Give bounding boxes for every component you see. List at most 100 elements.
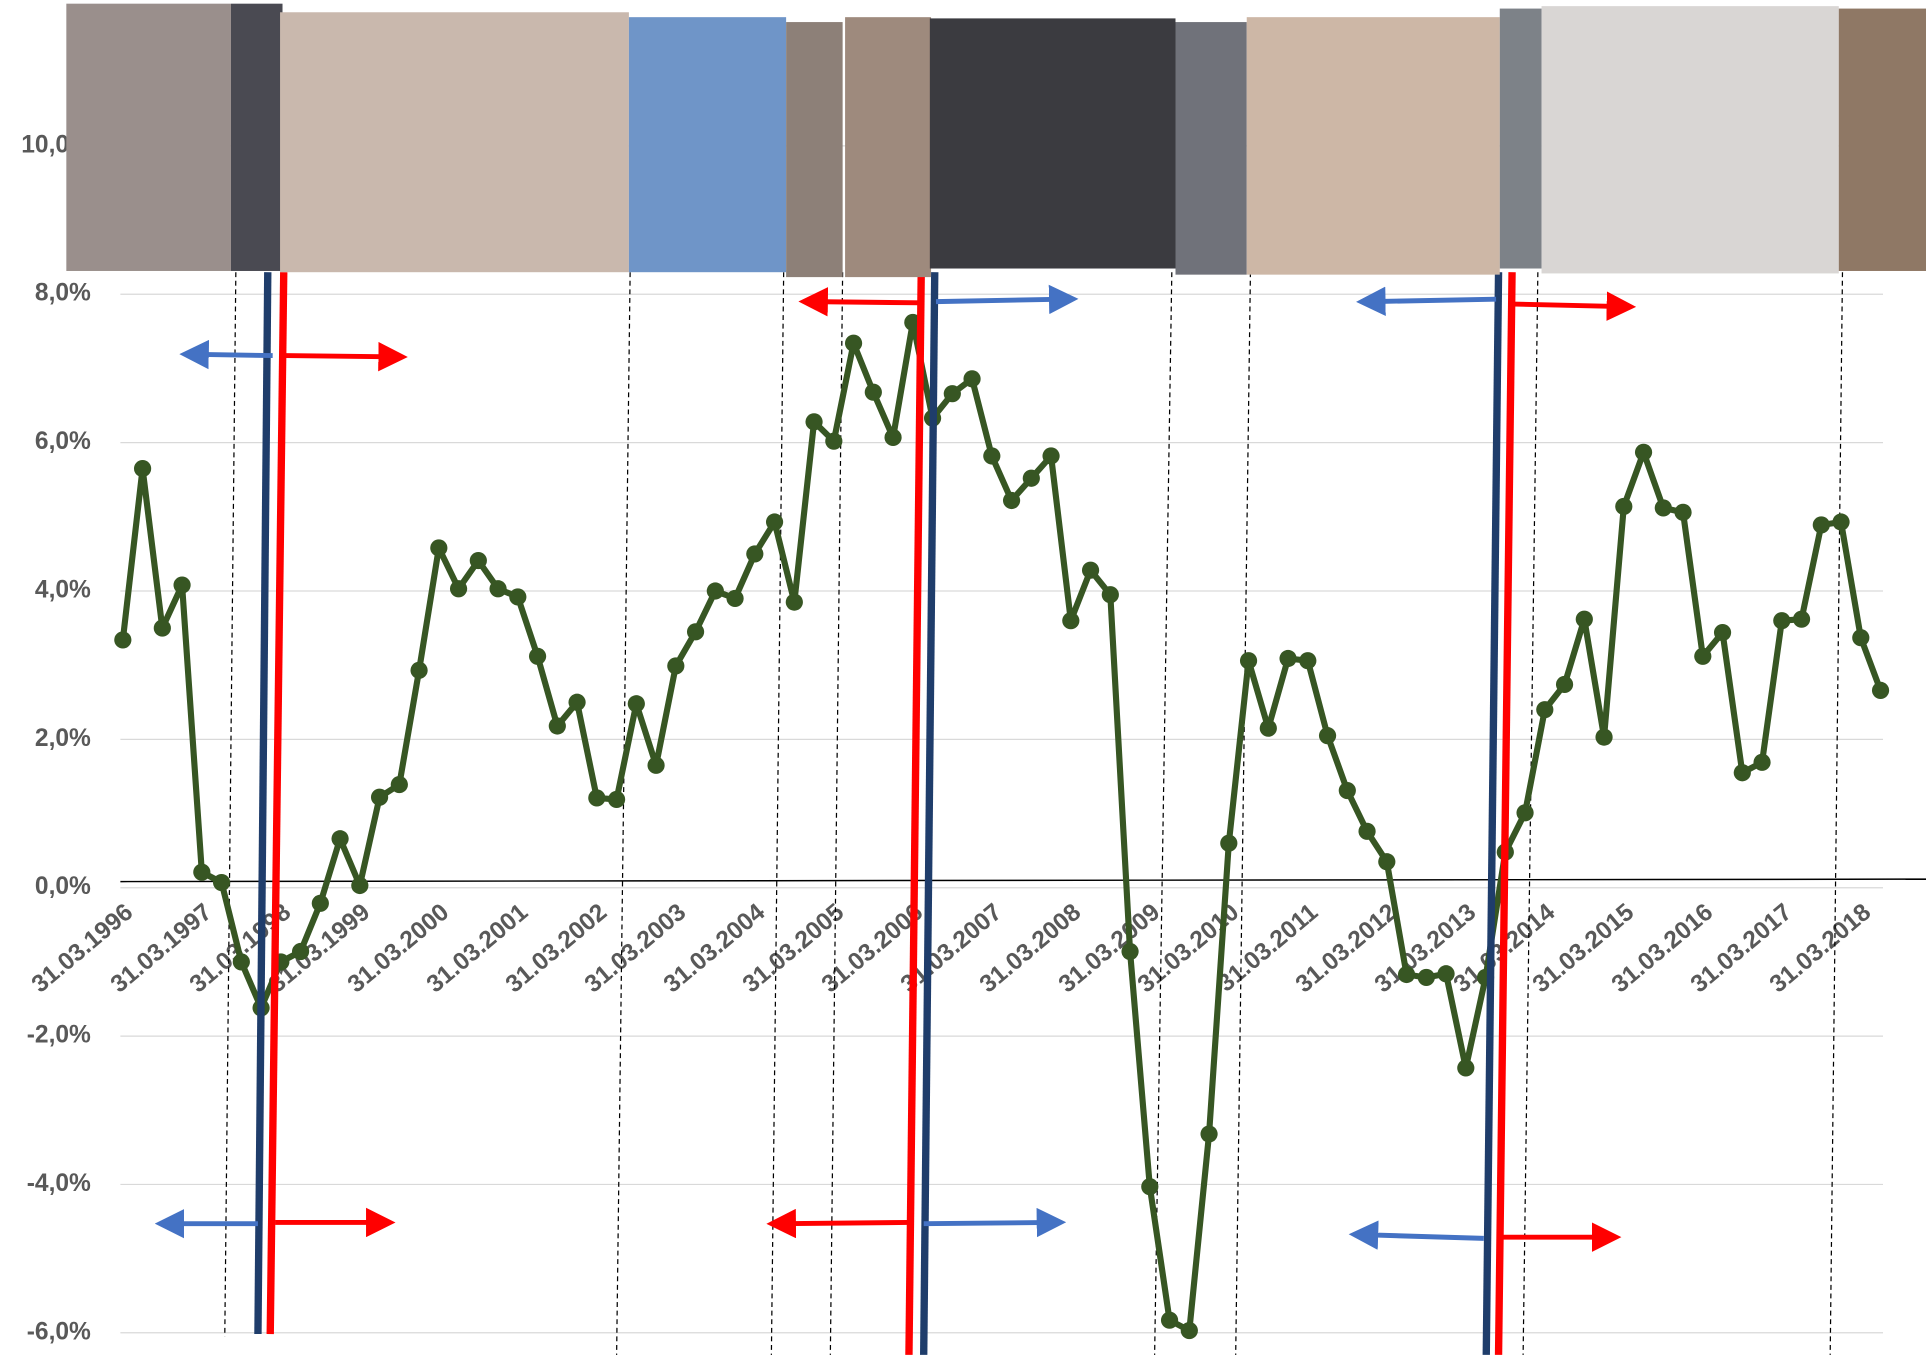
portraits <box>66 3 1926 278</box>
data-point <box>1595 728 1613 746</box>
data-point <box>1121 942 1139 961</box>
data-point <box>963 370 981 388</box>
data-point <box>1299 652 1317 670</box>
y-tick-label: 8,0% <box>35 280 91 307</box>
data-point <box>1062 612 1080 630</box>
data-point <box>1733 764 1751 782</box>
data-point <box>1812 516 1830 534</box>
data-point <box>469 551 487 570</box>
y-tick-label: 2,0% <box>35 725 91 752</box>
data-point <box>1358 822 1376 840</box>
data-point <box>1200 1125 1218 1143</box>
series-line <box>119 319 1884 1334</box>
series <box>114 313 1890 1340</box>
y-tick-label: 6,0% <box>35 428 91 455</box>
data-point <box>1220 834 1238 852</box>
data-point <box>1773 612 1791 630</box>
data-point <box>351 876 369 895</box>
data-point <box>746 545 764 563</box>
data-point <box>114 631 132 649</box>
data-point <box>1555 675 1574 694</box>
data-point <box>1022 469 1040 487</box>
data-point <box>1615 497 1633 516</box>
data-point <box>232 953 250 971</box>
grid <box>120 145 1884 1334</box>
data-point <box>568 693 586 711</box>
data-point <box>1378 853 1396 871</box>
data-point <box>1437 965 1455 983</box>
arrows <box>154 284 1637 1252</box>
data-point <box>785 593 803 611</box>
data-point <box>1634 443 1653 461</box>
data-point <box>1239 652 1258 670</box>
data-point <box>1753 753 1771 771</box>
data-point <box>1002 491 1021 510</box>
data-point <box>884 428 902 447</box>
data-point <box>706 582 724 600</box>
data-point <box>489 580 507 598</box>
data-point <box>390 776 408 794</box>
data-point <box>410 661 428 679</box>
data-point <box>1141 1178 1159 1196</box>
data-point <box>1259 719 1277 737</box>
data-point <box>1279 649 1297 668</box>
data-point <box>370 788 389 806</box>
data-point <box>509 588 527 606</box>
data-point <box>825 432 843 450</box>
data-point <box>1516 804 1534 822</box>
data-point <box>449 580 468 598</box>
data-point <box>1160 1311 1179 1329</box>
data-point <box>331 830 349 848</box>
data-point <box>686 623 705 641</box>
data-point <box>726 589 744 607</box>
data-point <box>1318 727 1337 745</box>
data-point <box>548 717 566 735</box>
data-point <box>765 513 784 531</box>
data-point <box>1694 647 1712 665</box>
data-point <box>133 460 152 478</box>
government-changes <box>254 272 1516 1355</box>
data-point <box>1871 681 1890 699</box>
data-point <box>528 647 547 665</box>
data-point <box>1674 503 1692 521</box>
data-point <box>1654 499 1672 517</box>
y-tick-label: -4,0% <box>27 1170 91 1197</box>
data-point <box>1536 701 1554 719</box>
data-point <box>627 695 645 713</box>
data-point <box>291 942 310 961</box>
y-tick-label: -6,0% <box>27 1318 91 1345</box>
data-point <box>864 383 882 401</box>
dashed-dividers <box>224 272 1844 1355</box>
data-point <box>1575 610 1593 628</box>
data-point <box>647 756 665 774</box>
data-point <box>1792 610 1811 628</box>
y-tick-label: 0,0% <box>35 873 91 900</box>
data-point <box>1081 561 1100 579</box>
zero-axis <box>120 878 1926 883</box>
data-point <box>844 334 863 352</box>
data-point <box>1832 513 1850 531</box>
data-point <box>1417 968 1435 987</box>
data-point <box>805 413 823 431</box>
data-point <box>173 576 191 594</box>
data-point <box>311 894 329 912</box>
data-point <box>1180 1321 1198 1340</box>
data-point <box>588 789 606 807</box>
data-point <box>1338 781 1356 800</box>
data-point <box>153 619 171 637</box>
data-point <box>1713 623 1732 642</box>
data-point <box>1042 447 1060 465</box>
data-point <box>607 790 626 809</box>
data-point <box>1101 586 1119 604</box>
data-point <box>943 385 961 403</box>
data-point <box>667 657 685 675</box>
data-point <box>1457 1059 1475 1077</box>
data-point <box>1852 629 1870 647</box>
data-point <box>193 863 211 881</box>
y-tick-label: 4,0% <box>35 576 91 603</box>
data-point <box>983 447 1001 465</box>
data-point <box>212 873 231 892</box>
data-point <box>430 539 448 557</box>
